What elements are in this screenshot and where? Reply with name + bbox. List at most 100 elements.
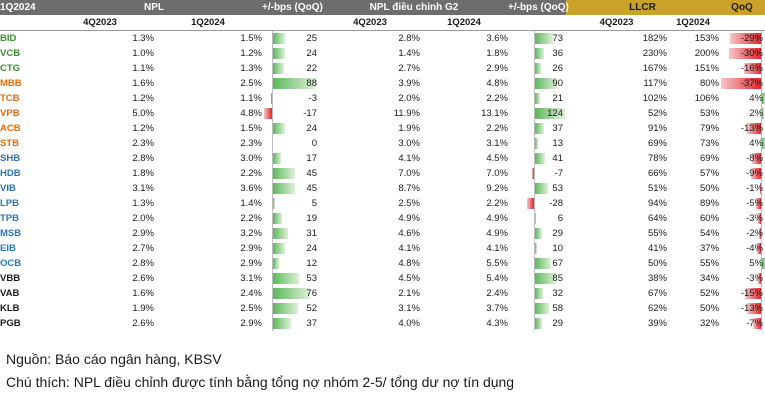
npl-adjusted-bps-change-value: 124: [547, 108, 563, 119]
bar-axis: [534, 241, 535, 256]
npl-4q2023: 3.1%: [132, 183, 154, 194]
npl-adjusted-4q2023: 3.9%: [398, 78, 420, 89]
npl-adjusted-bps-change: 73: [508, 31, 566, 46]
npl-adjusted-bps-change-value: 36: [552, 48, 563, 59]
npl-adjusted-bps-change-value: 29: [552, 228, 563, 239]
table-body: BID 1.3% 1.5% 25 2.8% 3.6% 73 182% 153% -29% VCB 1.…: [0, 31, 765, 331]
npl-4q2023-header: 4Q2023: [46, 15, 154, 31]
llcr-4q2023: 64%: [647, 213, 667, 224]
npl-adjusted-1q2024: 2.2%: [486, 93, 508, 104]
bar-axis: [534, 136, 535, 151]
npl-adjusted-1q2024-header: 1Q2024: [420, 15, 508, 31]
npl-bps-change: 88: [262, 76, 320, 91]
data-bar: [535, 93, 541, 104]
npl-bps-change: 12: [262, 256, 320, 271]
data-bar: [535, 153, 545, 164]
data-bar: [273, 303, 299, 314]
npl-adjusted-bps-change-value: 73: [552, 33, 563, 44]
npl-1q2024: 2.9%: [240, 318, 262, 329]
bank-ticker: VCB: [0, 48, 21, 59]
npl-bps-change-value: 52: [306, 303, 317, 314]
llcr-qoq-change-value: -7%: [746, 318, 764, 329]
data-bar: [273, 168, 295, 179]
llcr-1q2024: 79%: [700, 123, 720, 134]
npl-bps-change-value: 24: [306, 123, 317, 134]
data-bar: [535, 108, 565, 119]
bar-axis: [534, 256, 535, 271]
subheader-row: 4Q2023 1Q2024 4Q2023 1Q2024 4Q2023 1Q202…: [0, 15, 765, 31]
data-bar: [746, 303, 761, 314]
npl-adjusted-1q2024: 7.0%: [486, 168, 508, 179]
llcr-qoq-change-value: -9%: [746, 168, 764, 179]
npl-bps-change-value: 53: [306, 273, 317, 284]
npl-adjusted-1q2024: 2.4%: [486, 288, 508, 299]
data-bar: [744, 288, 761, 299]
bar-axis: [272, 46, 273, 61]
bar-axis: [272, 31, 273, 46]
llcr-4q2023: 67%: [647, 288, 667, 299]
llcr-4q2023: 94%: [647, 198, 667, 209]
data-bar: [273, 213, 283, 224]
llcr-4q2023: 51%: [647, 183, 667, 194]
npl-1q2024: 3.2%: [240, 228, 262, 239]
bar-axis: [272, 91, 273, 106]
llcr-qoq-change: -37%: [719, 76, 765, 91]
npl-adjusted-bps-change-value: -28: [549, 198, 563, 209]
llcr-1q2024: 153%: [694, 33, 720, 44]
npl-adjusted-bps-change-value: -7: [554, 168, 563, 179]
data-bar: [751, 168, 761, 179]
bar-axis: [534, 226, 535, 241]
bar-axis: [534, 31, 535, 46]
bank-ticker: CTG: [0, 63, 21, 74]
npl-1q2024: 3.0%: [240, 153, 262, 164]
bar-axis: [272, 211, 273, 226]
table-row: SHB 2.8% 3.0% 17 4.1% 4.5% 41 78% 69% -8%: [0, 151, 765, 166]
bar-axis: [534, 61, 535, 76]
data-bar: [535, 243, 538, 254]
npl-4q2023: 1.3%: [132, 33, 154, 44]
llcr-1q2024: 57%: [700, 168, 720, 179]
table-row: KLB 1.9% 2.5% 52 3.1% 3.7% 58 62% 50% -13%: [0, 301, 765, 316]
data-bar: [273, 153, 282, 164]
bar-axis: [761, 61, 763, 76]
bar-axis: [761, 316, 763, 331]
bank-ticker: STB: [0, 138, 19, 149]
data-bar: [273, 63, 284, 74]
npl-1q2024: 2.3%: [240, 138, 262, 149]
data-bar: [746, 123, 761, 134]
npl-4q2023: 2.7%: [132, 243, 154, 254]
llcr-qoq-change-value: 4%: [749, 93, 764, 104]
llcr-4q2023: 167%: [642, 63, 667, 74]
bank-ticker: VPB: [0, 108, 20, 119]
npl-bps-change: 37: [262, 316, 320, 331]
npl-bps-change-value: 76: [306, 288, 317, 299]
llcr-1q2024: 50%: [700, 303, 720, 314]
npl-adjusted-1q2024: 2.2%: [486, 123, 508, 134]
npl-1q2024: 4.8%: [240, 108, 262, 119]
npl-adjusted-4q2023: 3.0%: [398, 138, 420, 149]
npl-adjusted-4q2023: 11.9%: [393, 108, 420, 119]
bank-ticker: ACB: [0, 123, 21, 134]
npl-adjusted-1q2024: 5.5%: [486, 258, 508, 269]
data-bar: [535, 33, 553, 44]
llcr-qoq-change: -16%: [719, 61, 765, 76]
bar-axis: [761, 181, 763, 196]
bar-axis: [761, 76, 763, 91]
npl-adjusted-4q2023-header: 4Q2023: [320, 15, 420, 31]
npl-bps-change-value: 12: [306, 258, 317, 269]
llcr-1q2024: 34%: [700, 273, 720, 284]
npl-adjusted-4q2023: 7.0%: [398, 168, 420, 179]
bank-ticker: PGB: [0, 318, 21, 329]
npl-adjusted-bps-change: 41: [508, 151, 566, 166]
data-bar: [535, 183, 548, 194]
llcr-qoq-change-value: -30%: [740, 48, 764, 59]
npl-adjusted-4q2023: 4.6%: [398, 228, 420, 239]
npl-adjusted-bps-change-value: 6: [557, 213, 563, 224]
npl-bps-change: 31: [262, 226, 320, 241]
npl-bps-change-value: 31: [306, 228, 317, 239]
npl-adjusted-bps-change: -28: [508, 196, 566, 211]
data-bar: [759, 183, 761, 194]
llcr-1q2024: 73%: [700, 138, 720, 149]
bar-axis: [534, 271, 535, 286]
llcr-qoq-change-value: -1%: [746, 183, 764, 194]
